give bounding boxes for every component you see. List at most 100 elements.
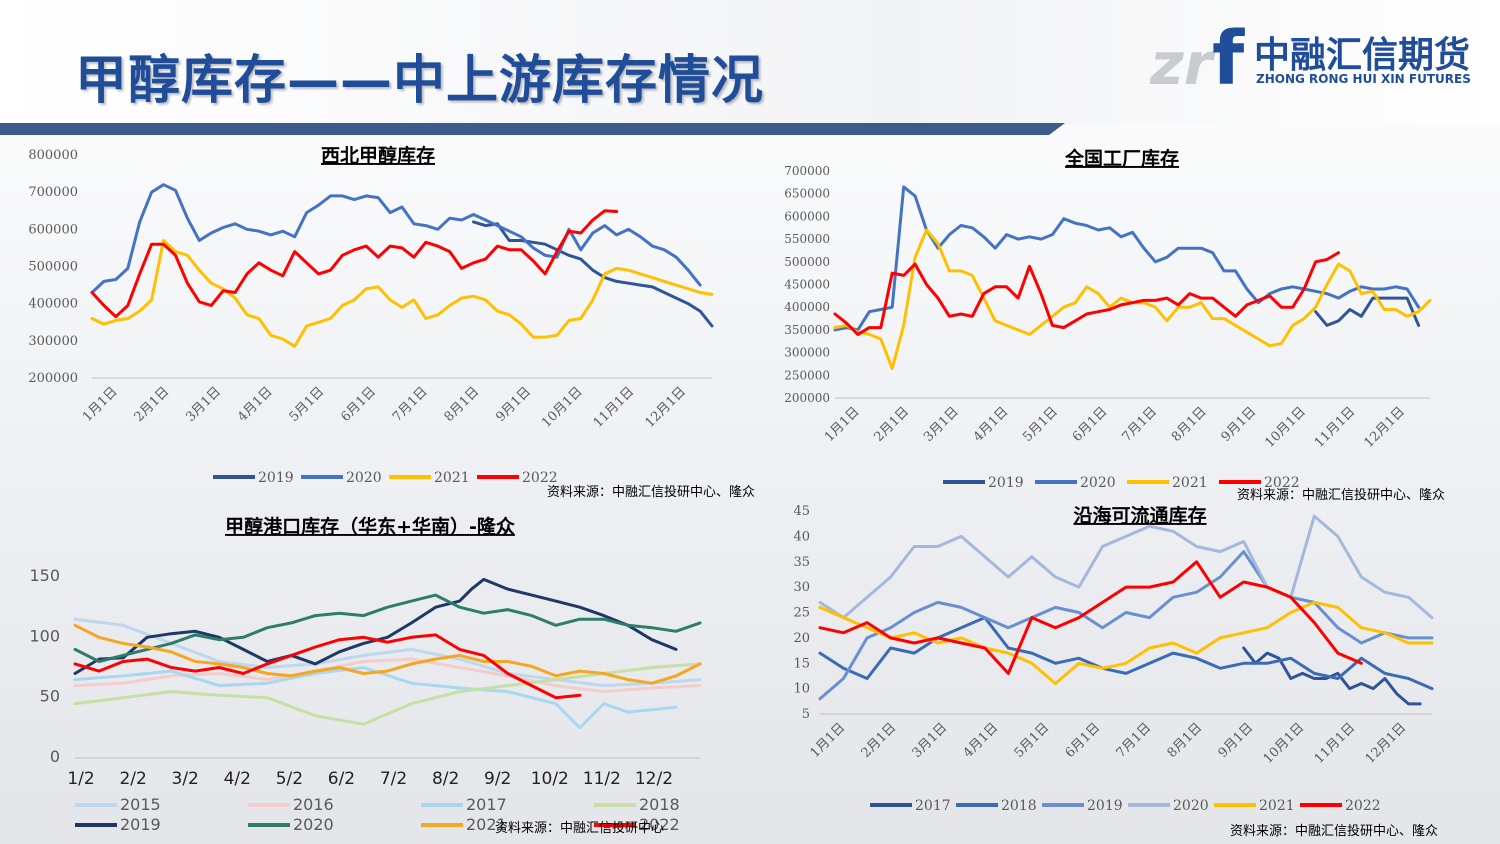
x-tick-label: 8月1日 <box>442 384 483 425</box>
x-tick-label: 1月1日 <box>80 384 121 425</box>
chart-source: 资料来源：中融汇信投研中心 <box>495 820 664 836</box>
y-tick-label: 600000 <box>28 222 78 237</box>
series-line-2021 <box>73 623 702 685</box>
y-tick-label: 650000 <box>784 187 830 201</box>
x-tick-label: 4月1日 <box>235 384 276 425</box>
y-tick-label: 400000 <box>784 300 830 314</box>
series-line-2018 <box>818 616 1434 691</box>
slide-header <box>0 0 1500 125</box>
series-line-2022 <box>90 209 619 319</box>
x-tick-label: 7/2 <box>380 769 407 789</box>
x-tick-label: 5月1日 <box>1020 404 1061 445</box>
logo-mark-f: f <box>1212 16 1245 102</box>
legend-label-2020: 2020 <box>1080 475 1116 491</box>
legend-label-2019: 2019 <box>258 470 294 486</box>
legend-label-2019: 2019 <box>988 475 1024 491</box>
y-tick-label: 45 <box>793 504 810 519</box>
x-tick-label: 9月1日 <box>1216 720 1257 761</box>
x-tick-label: 10月1日 <box>1262 404 1309 451</box>
y-tick-label: 700000 <box>784 164 830 178</box>
series-line-2019 <box>472 220 714 328</box>
series-line-2021 <box>833 228 1432 370</box>
x-tick-label: 3月1日 <box>910 720 951 761</box>
slide-title: 甲醇库存——中上游库存情况 <box>75 51 765 111</box>
x-tick-label: 4/2 <box>224 769 251 789</box>
x-tick-label: 3月1日 <box>183 384 224 425</box>
y-tick-label: 500000 <box>28 260 78 275</box>
x-tick-label: 6/2 <box>328 769 355 789</box>
x-tick-label: 5/2 <box>276 769 303 789</box>
x-tick-label: 12月1日 <box>1361 404 1408 451</box>
chart-national_factory: 全国工厂库存 700000 650000 600000 550000 500000 4500… <box>784 147 1445 503</box>
chart-source: 资料来源：中融汇信投研中心、隆众 <box>547 484 755 500</box>
chart-source: 资料来源：中融汇信投研中心、隆众 <box>1230 823 1438 839</box>
y-tick-label: 200000 <box>28 371 78 386</box>
x-tick-label: 1月1日 <box>808 720 849 761</box>
y-tick-label: 200000 <box>784 391 830 405</box>
chart-title: 甲醇港口库存（华东+华南）-隆众 <box>225 515 515 538</box>
x-tick-label: 11月1日 <box>1312 720 1359 767</box>
series-line-2020 <box>90 183 702 294</box>
x-tick-label: 4月1日 <box>971 404 1012 445</box>
x-tick-label: 10/2 <box>531 769 569 789</box>
y-tick-label: 40 <box>793 529 810 544</box>
x-tick-label: 11/2 <box>583 769 621 789</box>
x-tick-label: 11月1日 <box>1312 404 1359 451</box>
y-tick-label: 35 <box>793 555 810 570</box>
y-tick-label: 5 <box>802 707 810 722</box>
y-tick-label: 30 <box>793 580 810 595</box>
x-tick-label: 12月1日 <box>1363 720 1410 767</box>
chart-source: 资料来源：中融汇信投研中心、隆众 <box>1237 487 1445 503</box>
legend-label-2022: 2022 <box>1345 798 1381 814</box>
x-tick-label: 6月1日 <box>338 384 379 425</box>
x-tick-label: 10月1日 <box>1261 720 1308 767</box>
legend-label-2022: 2022 <box>1264 475 1300 491</box>
y-tick-label: 700000 <box>28 185 78 200</box>
series-line-2020 <box>73 593 702 663</box>
series-line-2020 <box>818 514 1434 620</box>
x-tick-label: 8月1日 <box>1169 404 1210 445</box>
legend-label-2022: 2022 <box>639 815 680 834</box>
y-tick-label: 20 <box>793 631 810 646</box>
x-tick-label: 9/2 <box>484 769 511 789</box>
series-line-2019 <box>818 550 1434 701</box>
y-tick-label: 15 <box>793 656 810 671</box>
y-tick-label: 500000 <box>784 255 830 269</box>
chart-title: 西北甲醇库存 <box>321 144 435 167</box>
x-tick-label: 6月1日 <box>1063 720 1104 761</box>
x-tick-label: 7月1日 <box>1114 720 1155 761</box>
logo-chinese-name: 中融汇信期货 <box>1254 35 1471 76</box>
legend-label-2017: 2017 <box>466 795 507 814</box>
x-tick-label: 8月1日 <box>1165 720 1206 761</box>
legend-label-2015: 2015 <box>120 795 161 814</box>
chart-northwest: 西北甲醇库存 800000 700000 600000 500000 400000 3000… <box>28 144 755 500</box>
legend-label-2022: 2022 <box>522 470 558 486</box>
title-underline-bar <box>0 123 1065 135</box>
y-tick-label: 600000 <box>784 209 830 223</box>
y-tick-label: 50 <box>40 687 60 706</box>
series-line-2022 <box>818 560 1363 675</box>
logo-mark-zr: zr <box>1150 30 1213 98</box>
legend-label-2018: 2018 <box>1001 798 1037 814</box>
x-tick-label: 9月1日 <box>1219 404 1260 445</box>
x-tick-label: 9月1日 <box>493 384 534 425</box>
company-logo: zr f 中融汇信期货 ZHONG RONG HUI XIN FUTURES <box>1150 16 1471 102</box>
series-line-2019 <box>73 577 678 675</box>
series-line-2022 <box>833 251 1340 336</box>
y-tick-label: 250000 <box>784 368 830 382</box>
x-tick-label: 12月1日 <box>642 384 689 431</box>
x-tick-label: 1/2 <box>67 769 94 789</box>
y-tick-label: 25 <box>793 606 810 621</box>
x-tick-label: 7月1日 <box>1119 404 1160 445</box>
x-tick-label: 3月1日 <box>921 404 962 445</box>
y-tick-label: 450000 <box>784 278 830 292</box>
x-tick-label: 5月1日 <box>287 384 328 425</box>
x-tick-label: 12/2 <box>635 769 673 789</box>
chart-port: 甲醇港口库存（华东+华南）-隆众 150 100 50 0 1/2 2/2 3/2 4/2 5/2… <box>29 515 702 836</box>
series-line-2016 <box>73 657 702 694</box>
chart-title: 沿海可流通库存 <box>1073 504 1206 527</box>
y-tick-label: 300000 <box>784 346 830 360</box>
series-line-2018 <box>73 662 702 726</box>
